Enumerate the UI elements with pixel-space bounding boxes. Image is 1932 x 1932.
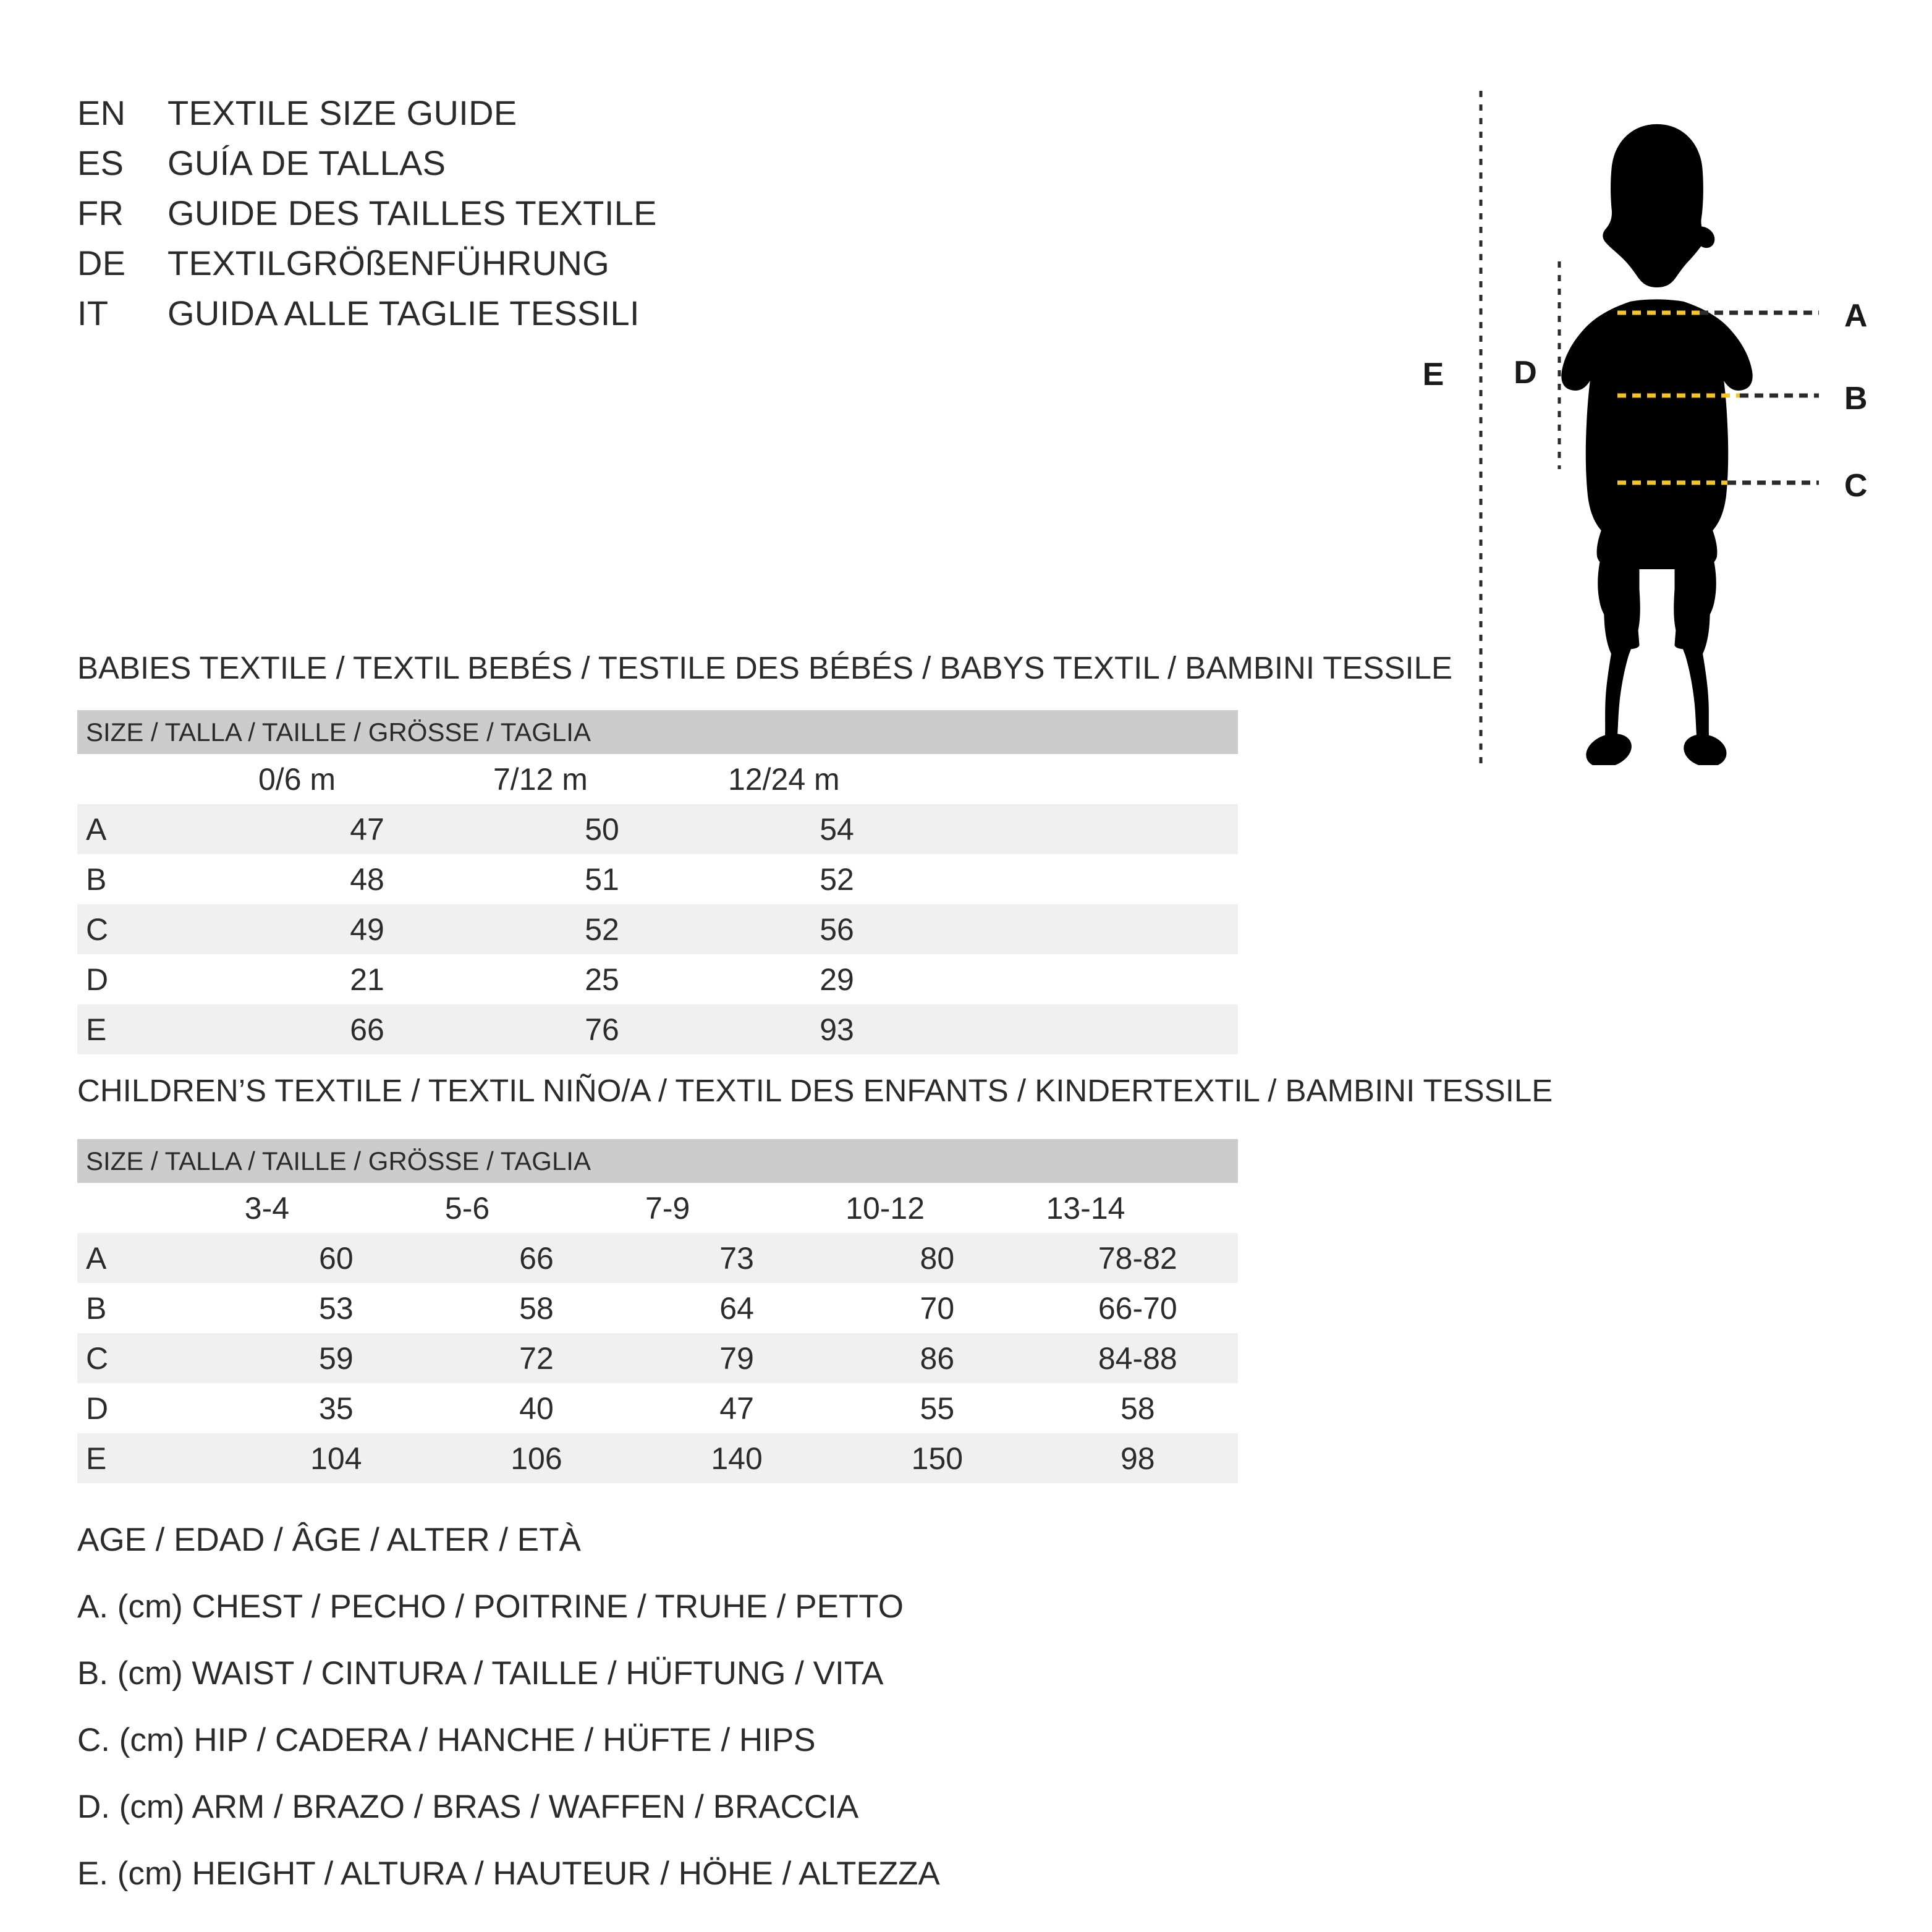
svg-text:E: E — [1423, 357, 1444, 392]
svg-text:B: B — [1844, 381, 1868, 417]
svg-text:D: D — [1514, 355, 1537, 391]
svg-text:A: A — [1844, 298, 1868, 334]
svg-text:C: C — [1844, 468, 1868, 504]
